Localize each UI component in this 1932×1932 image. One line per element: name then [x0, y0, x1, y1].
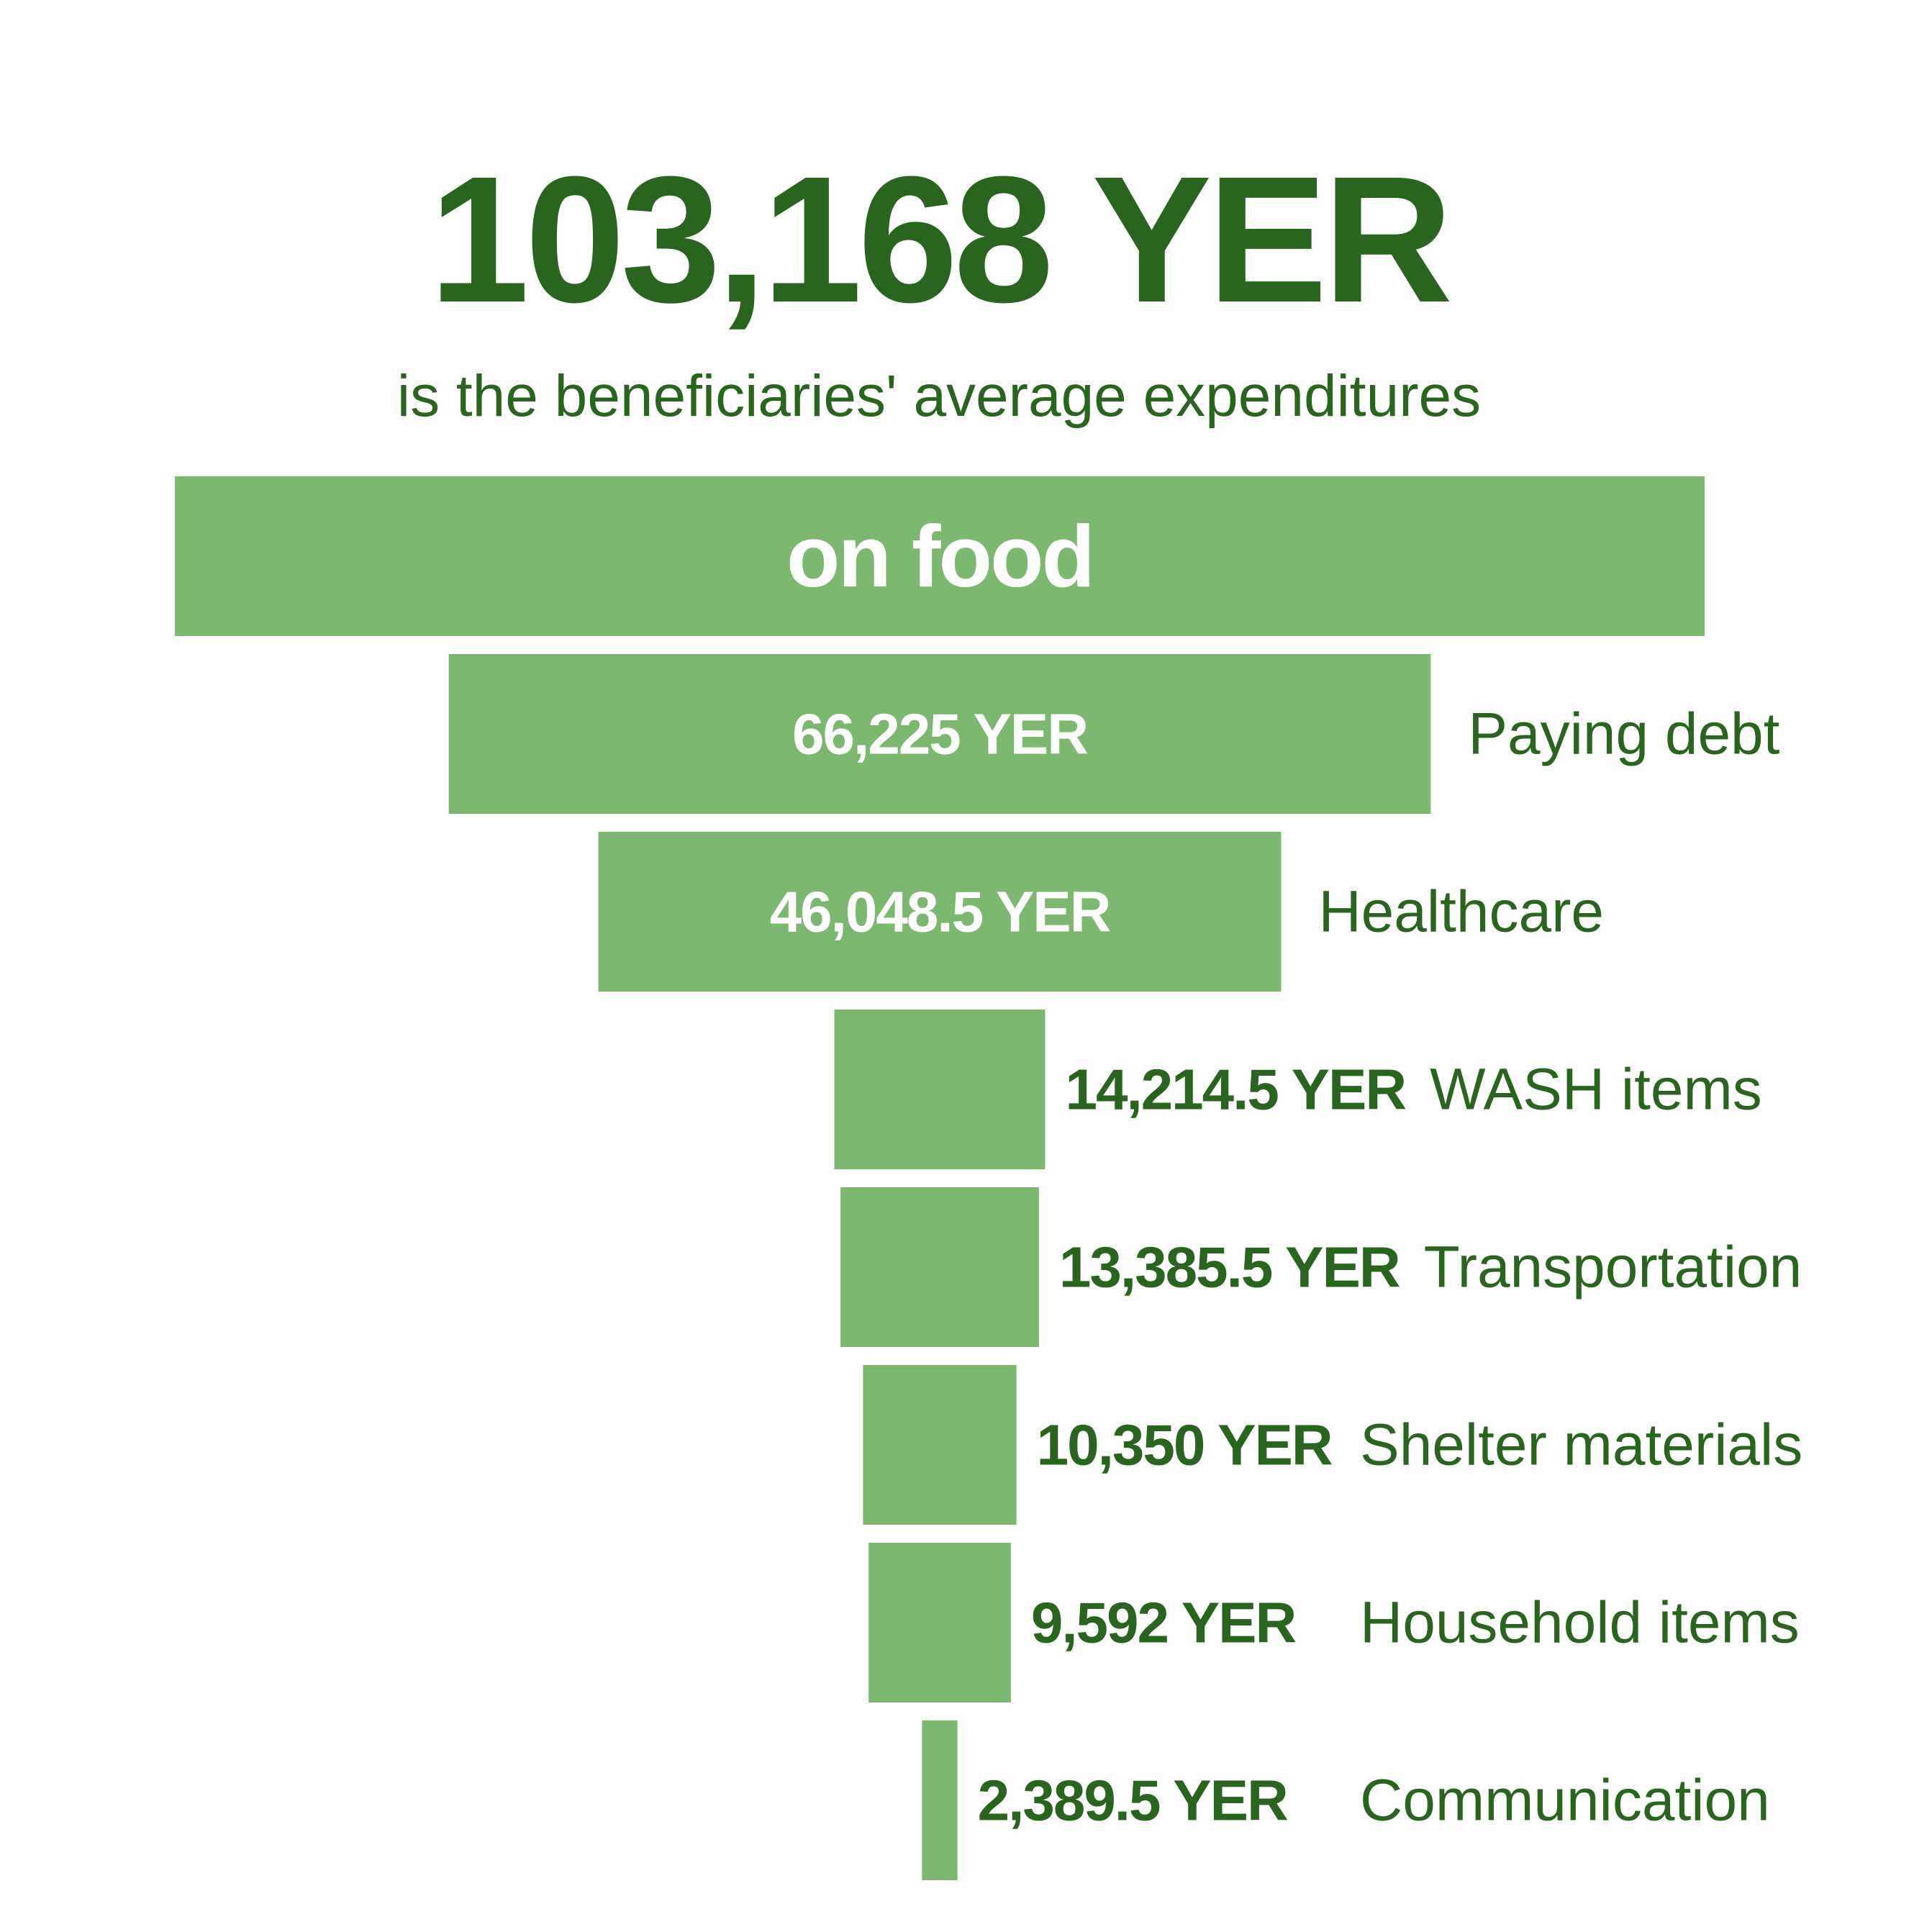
- value-label-shelter-materials: 10,350 YER: [1037, 1413, 1333, 1477]
- value-label-communication: 2,389.5 YER: [978, 1769, 1288, 1833]
- funnel-bar-healthcare: [598, 832, 1282, 992]
- value-label-healthcare: 46,048.5 YER: [770, 880, 1111, 944]
- category-label-household-items: Household items: [1360, 1590, 1800, 1656]
- value-label-household-items: 9,592 YER: [1031, 1591, 1297, 1655]
- funnel-bar-on-food: [175, 476, 1705, 636]
- category-label-transportation: Transportation: [1424, 1235, 1802, 1300]
- funnel-bar-wash-items: [834, 1010, 1046, 1169]
- category-label-healthcare: Healthcare: [1318, 879, 1604, 945]
- value-label-transportation: 13,385.5 YER: [1059, 1235, 1400, 1300]
- funnel-bar-transportation: [840, 1187, 1039, 1347]
- headline-subtitle: is the beneficiaries' average expenditur…: [396, 363, 1482, 429]
- category-label-wash-items: WASH items: [1430, 1057, 1762, 1123]
- category-label-communication: Communication: [1360, 1768, 1770, 1833]
- category-label-paying-debt: Paying debt: [1468, 702, 1779, 767]
- funnel-bar-shelter-materials: [863, 1365, 1017, 1525]
- value-label-wash-items: 14,214.5 YER: [1065, 1058, 1406, 1122]
- value-label-paying-debt: 66,225 YER: [792, 702, 1088, 766]
- bar-label-on-food: on food: [786, 507, 1093, 605]
- funnel-bar-household-items: [869, 1543, 1011, 1702]
- category-label-shelter-materials: Shelter materials: [1360, 1412, 1802, 1478]
- funnel-bar-communication: [922, 1720, 958, 1880]
- funnel-bar-paying-debt: [448, 654, 1431, 814]
- headline-value: 103,168 YER: [429, 139, 1453, 340]
